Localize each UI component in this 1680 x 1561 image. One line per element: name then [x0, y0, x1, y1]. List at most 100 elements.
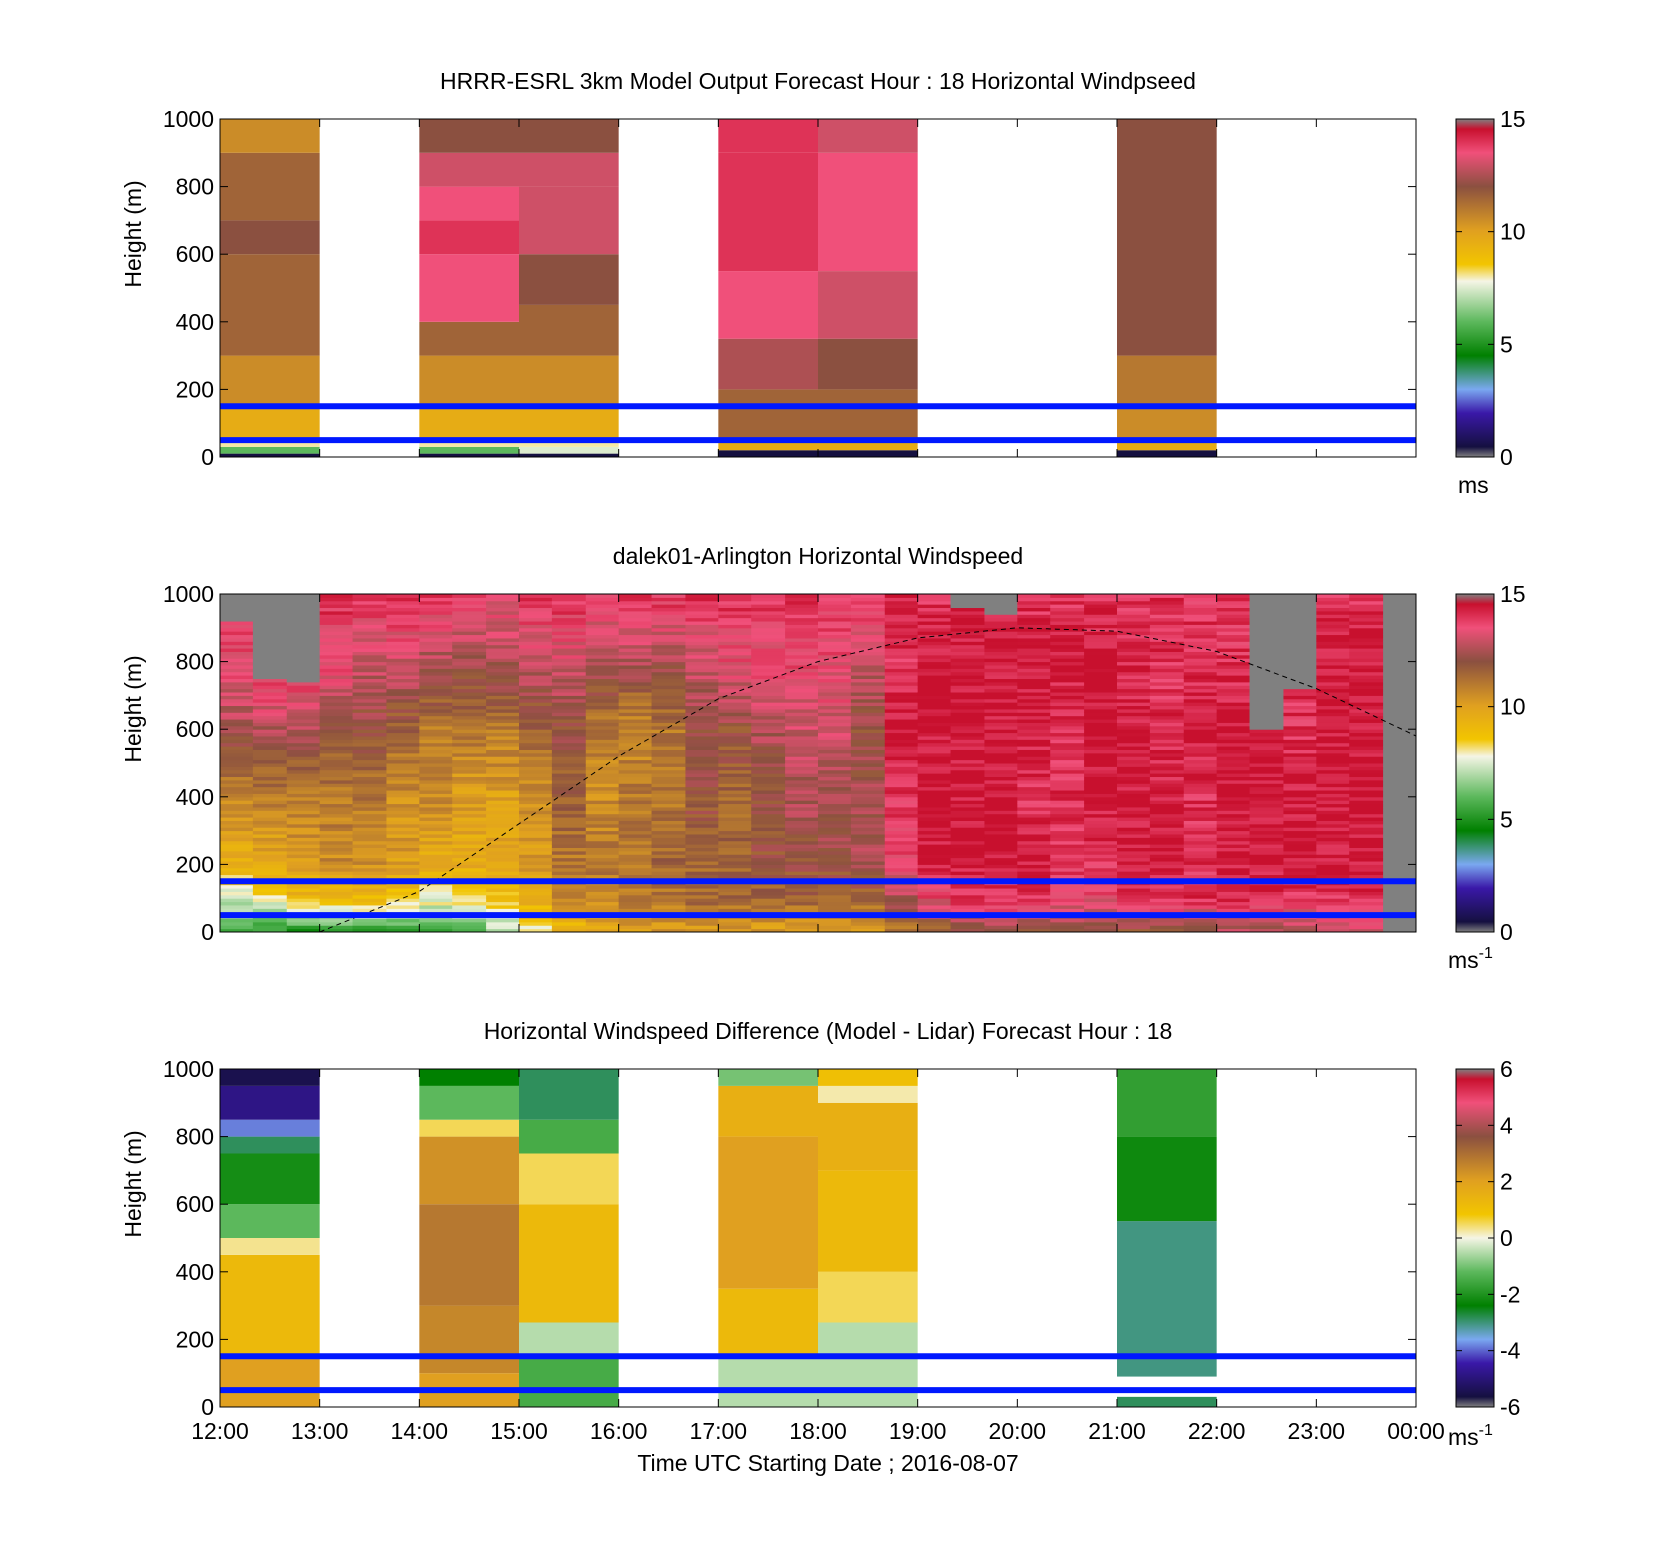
- heat-cell: [419, 790, 453, 794]
- heat-cell: [785, 857, 819, 862]
- heat-cell: [1149, 692, 1185, 696]
- heat-cell: [419, 610, 453, 615]
- heat-cell: [1050, 610, 1085, 615]
- heat-cell: [1383, 678, 1417, 683]
- heat-cell: [651, 803, 686, 808]
- heat-cell: [1117, 857, 1151, 862]
- heat-cell: [618, 600, 653, 605]
- heat-cell: [1149, 597, 1185, 602]
- colorbar-unit-main: ms: [1458, 472, 1489, 498]
- heat-cell: [651, 800, 686, 805]
- heat-cell: [1349, 594, 1384, 598]
- heat-cell: [685, 705, 719, 710]
- heat-cell: [884, 725, 919, 730]
- heat-cell: [486, 742, 520, 747]
- heat-cell: [1183, 735, 1218, 740]
- heat-cell: [685, 698, 719, 703]
- heat-cell: [1383, 621, 1417, 625]
- heat-cell: [1117, 681, 1151, 686]
- heat-cell: [386, 766, 420, 771]
- heat-cell: [1017, 803, 1051, 808]
- heat-cell: [1349, 850, 1384, 855]
- heat-cell: [452, 763, 487, 767]
- heat-cell: [884, 796, 919, 801]
- heat-cell: [1017, 884, 1051, 889]
- heat-cell: [252, 786, 288, 791]
- heat-cell: [386, 698, 420, 703]
- heat-cell: [352, 921, 387, 926]
- heat-cell: [1117, 735, 1151, 740]
- heat-cell: [884, 695, 919, 700]
- heat-cell: [286, 600, 321, 605]
- heat-cell: [1149, 654, 1185, 659]
- heat-cell: [685, 837, 719, 842]
- heat-cell: [585, 644, 620, 649]
- heat-cell: [486, 749, 520, 754]
- heat-cell: [1316, 840, 1350, 845]
- heat-cell: [1050, 688, 1085, 693]
- heat-cell: [1349, 695, 1384, 700]
- heat-cell: [751, 600, 786, 605]
- heat-cell: [651, 901, 686, 906]
- heat-cell: [286, 769, 321, 774]
- heat-cell: [1316, 702, 1350, 707]
- heat-cell: [1017, 675, 1051, 679]
- heat-cell: [718, 1085, 818, 1137]
- heat-cell: [1249, 786, 1284, 791]
- heat-cell: [718, 901, 752, 906]
- heat-cell: [1216, 759, 1251, 764]
- heat-cell: [950, 854, 985, 859]
- heat-cell: [1149, 786, 1185, 791]
- heat-cell: [252, 637, 288, 642]
- heat-cell: [1249, 776, 1284, 781]
- heat-cell: [386, 678, 420, 683]
- heat-cell: [751, 739, 786, 744]
- heat-cell: [220, 715, 254, 720]
- heat-cell: [220, 786, 254, 791]
- heat-cell: [220, 658, 254, 663]
- heat-cell: [386, 840, 420, 845]
- heat-cell: [220, 776, 254, 781]
- heat-cell: [419, 675, 453, 679]
- heat-cell: [252, 904, 288, 909]
- heat-cell: [1249, 651, 1284, 656]
- heat-cell: [850, 631, 886, 636]
- heat-cell: [1383, 806, 1417, 811]
- heat-cell: [917, 790, 952, 794]
- heat-cell: [1216, 641, 1251, 646]
- heat-cell: [1149, 671, 1185, 676]
- heat-cell: [785, 806, 819, 811]
- heat-cell: [1283, 888, 1317, 892]
- heat-cell: [519, 746, 553, 750]
- heat-cell: [486, 641, 520, 646]
- heat-cell: [1017, 793, 1051, 798]
- heat-cell: [618, 732, 653, 737]
- heat-cell: [286, 685, 321, 690]
- heat-cell: [1183, 823, 1218, 828]
- heat-cell: [1383, 884, 1417, 889]
- heat-cell: [950, 918, 985, 923]
- heat-cell: [1249, 783, 1284, 788]
- heat-cell: [718, 840, 752, 845]
- heat-cell: [818, 600, 852, 605]
- y-tick-label: 200: [176, 1326, 214, 1352]
- heat-cell: [785, 722, 819, 727]
- heat-cell: [818, 840, 852, 845]
- heat-cell: [286, 918, 321, 923]
- heat-cell: [950, 857, 985, 862]
- heat-cell: [1084, 732, 1118, 737]
- heat-cell: [352, 739, 387, 744]
- heat-cell: [1216, 884, 1251, 889]
- heat-cell: [1183, 894, 1218, 899]
- heat-cell: [252, 732, 288, 737]
- heat-cell: [585, 904, 620, 909]
- heat-cell: [618, 651, 653, 656]
- heat-cell: [950, 861, 985, 865]
- heat-cell: [1084, 904, 1118, 909]
- heat-cell: [220, 1069, 320, 1086]
- heat-cell: [585, 830, 620, 835]
- heat-cell: [252, 607, 288, 612]
- heat-cell: [519, 668, 553, 673]
- heat-cell: [1316, 888, 1350, 892]
- heat-cell: [1084, 898, 1118, 903]
